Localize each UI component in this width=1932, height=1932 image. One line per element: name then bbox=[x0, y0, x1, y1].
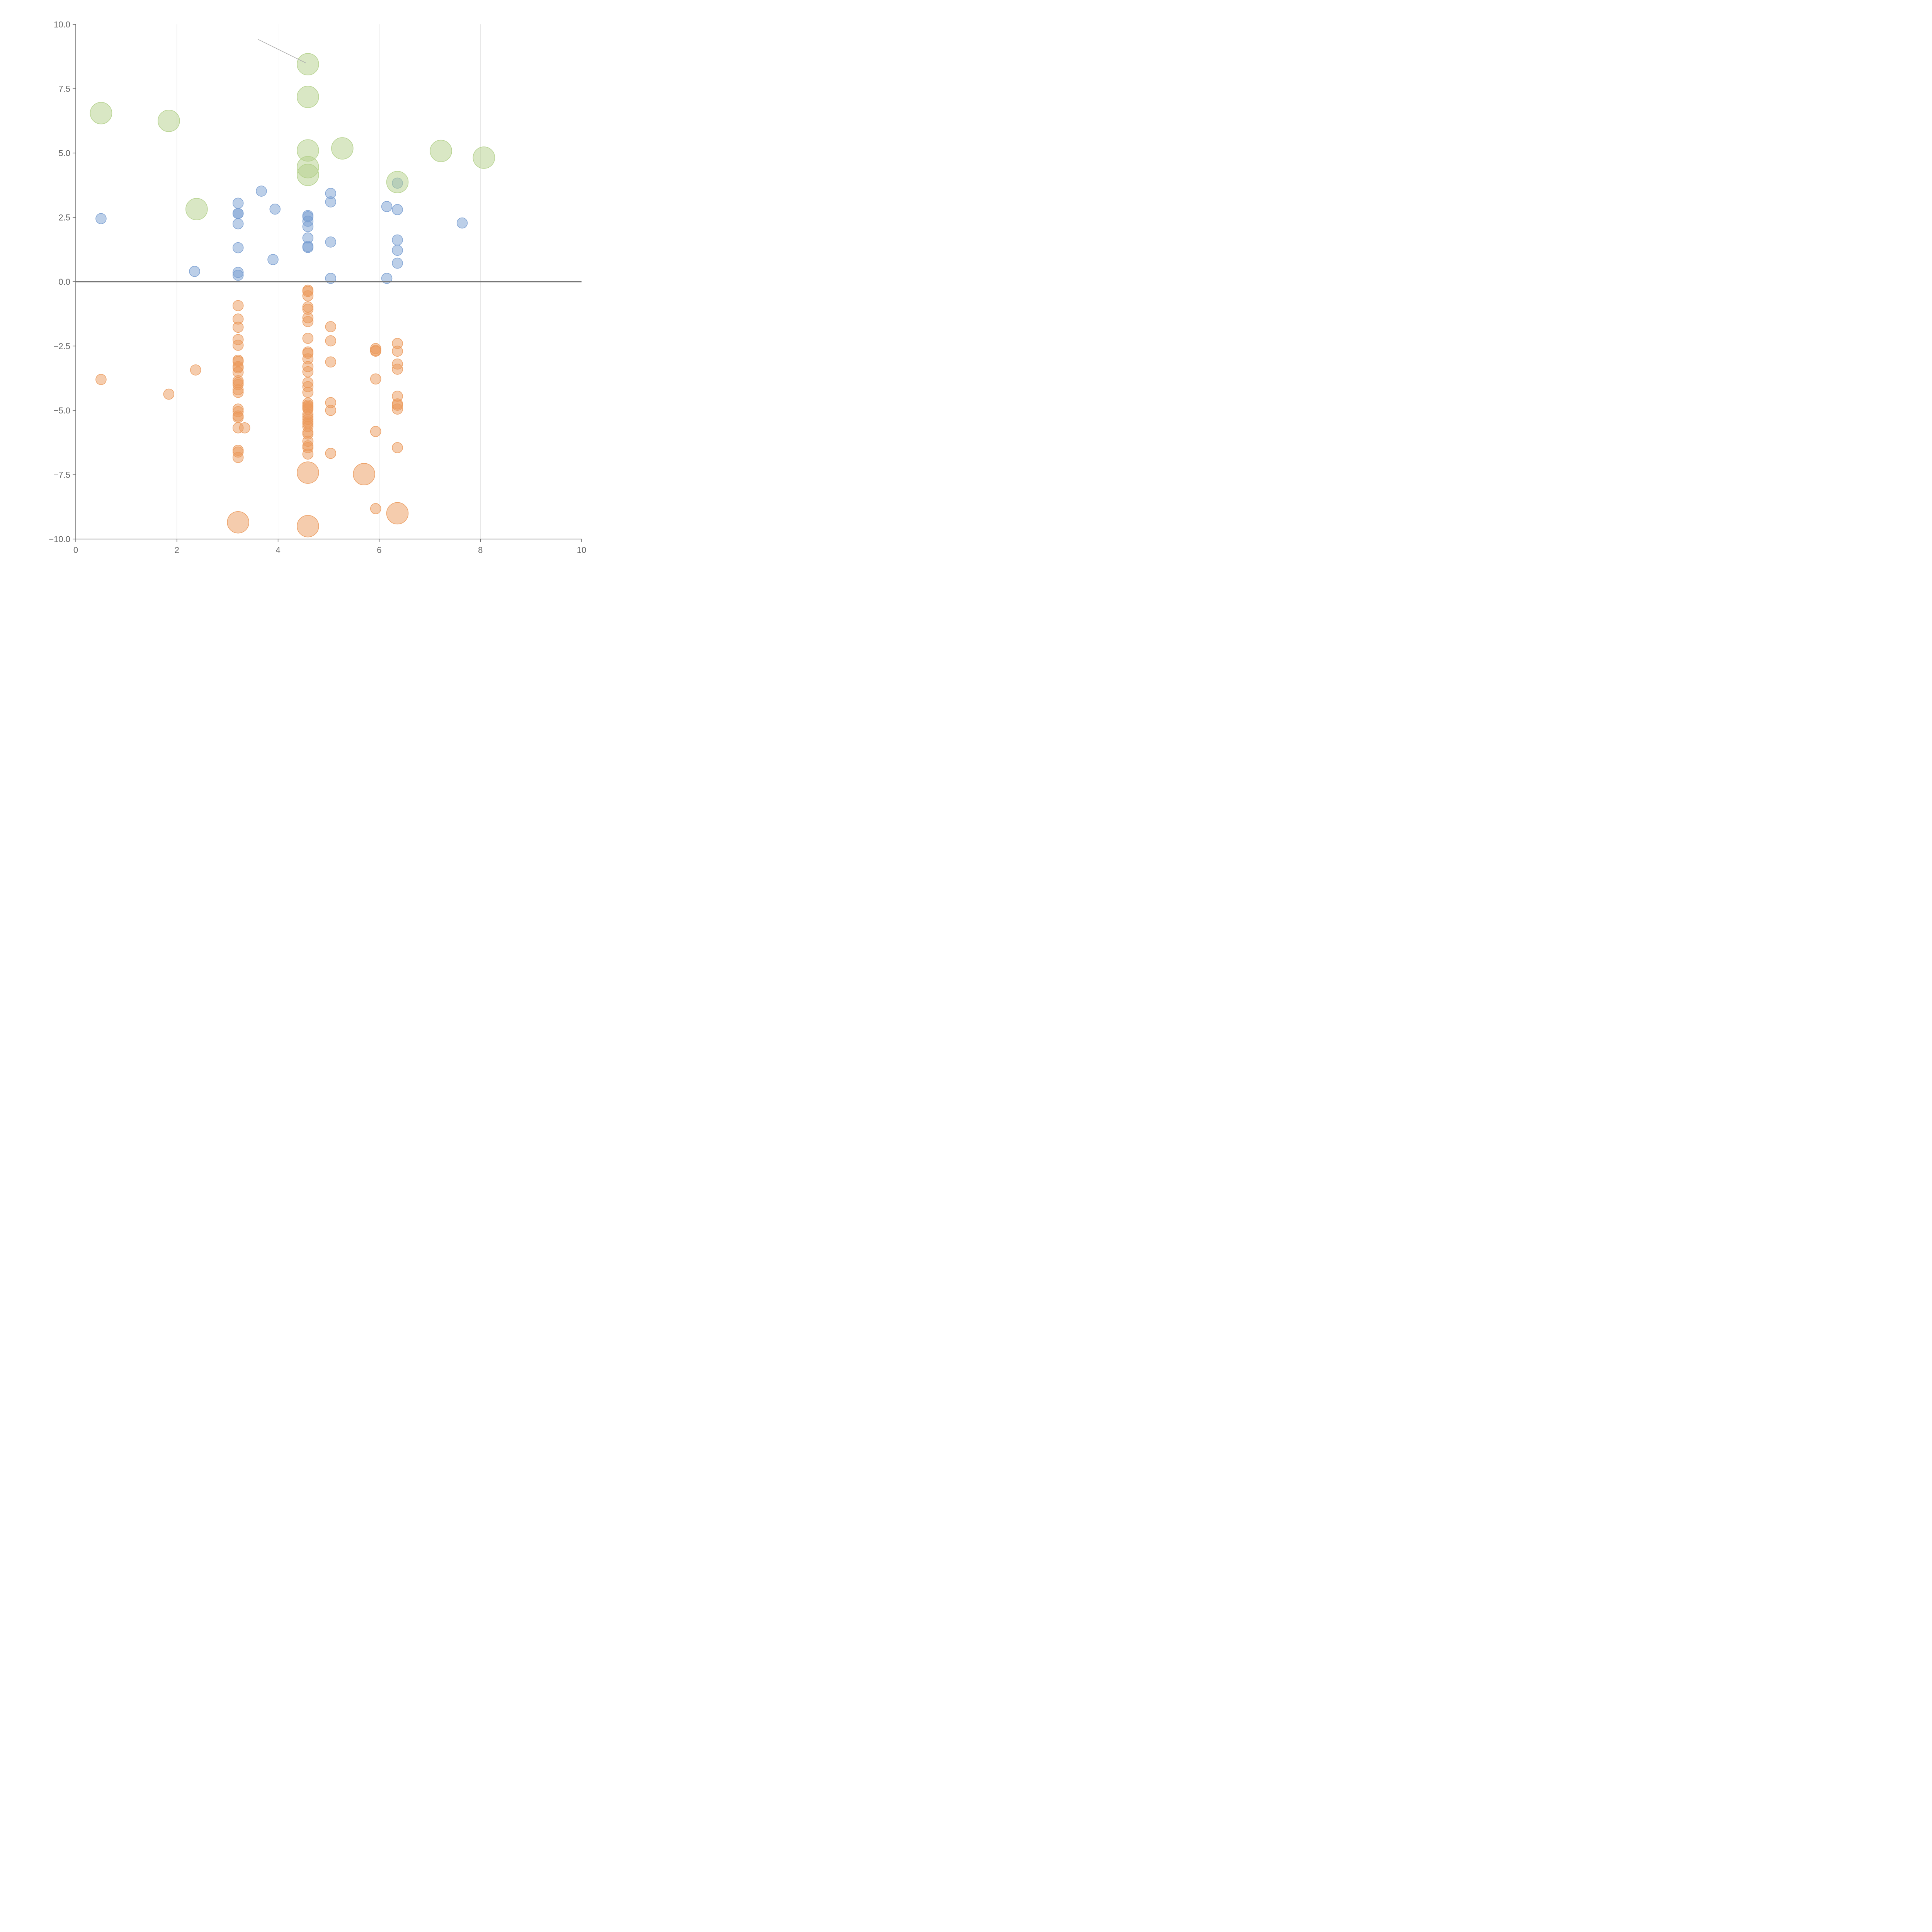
point-orange-68 bbox=[370, 345, 381, 357]
y-tick-label-1: 7.5 bbox=[58, 84, 70, 94]
x-tick-label-2: 4 bbox=[276, 545, 280, 555]
y-tick-label-6: −5.0 bbox=[54, 406, 70, 415]
y-tick-label-8: −10.0 bbox=[49, 534, 70, 544]
point-orange-61 bbox=[325, 335, 336, 347]
x-tick-label-1: 2 bbox=[175, 545, 179, 555]
point-orange-26 bbox=[232, 452, 244, 463]
point-orange-64 bbox=[325, 405, 336, 416]
point-green-10 bbox=[430, 139, 452, 162]
point-orange-71 bbox=[370, 503, 381, 514]
point-orange-5 bbox=[232, 321, 244, 333]
point-blue-8 bbox=[232, 270, 244, 281]
point-orange-69 bbox=[370, 373, 381, 384]
point-blue-1 bbox=[189, 266, 200, 277]
point-blue-9 bbox=[256, 185, 267, 197]
point-green-9 bbox=[386, 171, 409, 194]
point-orange-2 bbox=[190, 364, 201, 376]
scatter-chart: 10.0 7.5 5.0 2.5 0.0 −2.5 −5.0 −7.5 −10.00 2 4 6 8 10 bbox=[49, 20, 586, 555]
point-orange-39 bbox=[302, 366, 314, 378]
point-blue-5 bbox=[232, 218, 244, 230]
x-tick-label-0: 0 bbox=[73, 545, 78, 555]
y-tick-label-5: −2.5 bbox=[54, 342, 70, 351]
point-blue-2 bbox=[232, 197, 244, 209]
x-tick-label-3: 6 bbox=[377, 545, 381, 555]
point-blue-26 bbox=[392, 204, 403, 215]
point-orange-large-3 bbox=[353, 463, 375, 485]
point-orange-large-4 bbox=[386, 502, 409, 525]
point-green-4 bbox=[297, 86, 319, 108]
point-orange-17 bbox=[232, 387, 244, 398]
annotation-leader-line bbox=[257, 39, 306, 63]
point-orange-70 bbox=[370, 426, 381, 437]
point-orange-62 bbox=[325, 356, 336, 368]
point-blue-30 bbox=[456, 217, 468, 229]
axes: 10.0 7.5 5.0 2.5 0.0 −2.5 −5.0 −7.5 −10.00 2 4 6 8 10 bbox=[49, 20, 586, 555]
point-blue-29 bbox=[392, 257, 403, 269]
point-blue-20 bbox=[325, 196, 336, 207]
point-green-11 bbox=[473, 146, 495, 169]
point-green-1 bbox=[158, 110, 180, 132]
y-tick-label-2: 5.0 bbox=[58, 148, 70, 158]
point-blue-10 bbox=[269, 203, 281, 215]
point-orange-75 bbox=[392, 364, 403, 375]
point-orange-80 bbox=[392, 442, 403, 453]
data-points bbox=[90, 39, 495, 537]
point-blue-18 bbox=[302, 242, 314, 253]
point-orange-34 bbox=[302, 333, 314, 344]
point-blue-22 bbox=[325, 273, 336, 284]
point-orange-33 bbox=[302, 316, 314, 327]
y-tick-label-3: 2.5 bbox=[58, 213, 70, 223]
point-orange-large-0 bbox=[227, 511, 249, 534]
point-orange-60 bbox=[325, 321, 336, 332]
point-blue-28 bbox=[392, 245, 403, 256]
y-tick-label-4: 0.0 bbox=[58, 277, 70, 287]
point-green-0 bbox=[90, 102, 112, 124]
point-blue-6 bbox=[232, 242, 244, 253]
point-orange-large-2 bbox=[297, 515, 319, 537]
point-orange-65 bbox=[325, 447, 336, 459]
point-blue-11 bbox=[267, 254, 279, 265]
point-orange-0 bbox=[95, 374, 107, 385]
point-orange-29 bbox=[302, 290, 314, 301]
point-blue-23 bbox=[381, 201, 393, 212]
point-orange-59 bbox=[302, 448, 314, 460]
point-orange-79 bbox=[392, 403, 403, 415]
point-orange-73 bbox=[392, 345, 403, 357]
point-orange-23 bbox=[239, 422, 250, 434]
point-orange-7 bbox=[232, 340, 244, 351]
point-blue-4 bbox=[232, 208, 244, 219]
y-tick-label-0: 10.0 bbox=[54, 20, 70, 29]
point-orange-3 bbox=[232, 300, 244, 311]
point-orange-1 bbox=[163, 388, 175, 400]
x-tick-label-5: 10 bbox=[577, 545, 586, 555]
point-orange-21 bbox=[232, 412, 244, 423]
point-blue-15 bbox=[302, 221, 314, 232]
y-tick-label-7: −7.5 bbox=[54, 470, 70, 480]
point-green-2 bbox=[185, 198, 208, 220]
point-orange-42 bbox=[302, 387, 314, 398]
point-green-7 bbox=[297, 163, 319, 186]
x-tick-label-4: 8 bbox=[478, 545, 483, 555]
point-blue-27 bbox=[392, 234, 403, 246]
point-blue-0 bbox=[95, 213, 107, 224]
point-orange-large-1 bbox=[297, 461, 319, 484]
point-green-8 bbox=[331, 137, 354, 160]
point-blue-21 bbox=[325, 236, 336, 248]
point-green-3 bbox=[297, 53, 319, 75]
point-blue-24 bbox=[381, 273, 393, 284]
